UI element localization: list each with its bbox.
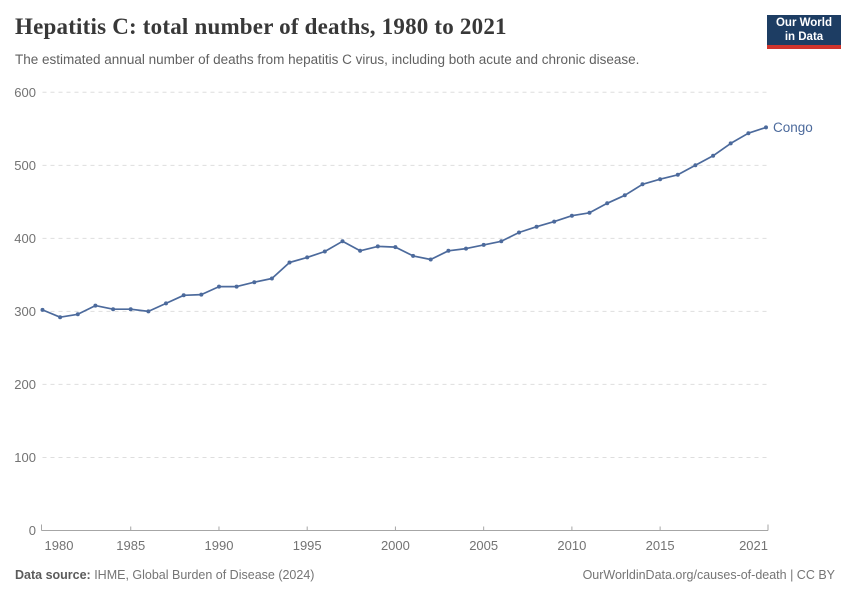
page-title: Hepatitis C: total number of deaths, 198… xyxy=(15,14,507,39)
data-point[interactable] xyxy=(252,280,257,285)
congo-line-series[interactable] xyxy=(41,126,767,319)
x-tick-label: 2000 xyxy=(381,538,410,553)
data-point[interactable] xyxy=(411,253,416,258)
x-tick-label: 1980 xyxy=(45,538,74,553)
data-point[interactable] xyxy=(746,131,751,136)
data-source-label: Data source: xyxy=(15,568,91,582)
x-tick-label: 2021 xyxy=(739,538,768,553)
data-point[interactable] xyxy=(40,307,45,312)
data-point[interactable] xyxy=(375,244,380,249)
y-tick-label: 0 xyxy=(29,523,36,538)
y-tick-label: 300 xyxy=(14,304,36,319)
data-point[interactable] xyxy=(58,315,63,320)
x-tick-label: 2010 xyxy=(557,538,586,553)
data-point[interactable] xyxy=(340,239,345,244)
data-point[interactable] xyxy=(622,193,627,198)
y-tick-label: 100 xyxy=(14,450,36,465)
citation-license[interactable]: OurWorldinData.org/causes-of-death | CC … xyxy=(582,568,835,582)
data-point[interactable] xyxy=(111,307,116,312)
data-point[interactable] xyxy=(428,257,433,262)
data-point[interactable] xyxy=(693,163,698,168)
data-point[interactable] xyxy=(534,224,539,229)
data-point[interactable] xyxy=(393,245,398,250)
data-point[interactable] xyxy=(552,219,557,224)
owid-logo[interactable]: Our World in Data xyxy=(767,15,841,49)
data-point[interactable] xyxy=(764,125,768,130)
data-point[interactable] xyxy=(217,284,221,289)
data-point[interactable] xyxy=(658,177,663,182)
data-point[interactable] xyxy=(587,210,592,215)
data-point[interactable] xyxy=(569,213,574,218)
x-tick-label: 1990 xyxy=(205,538,234,553)
y-tick-label: 500 xyxy=(14,158,36,173)
data-source-value: IHME, Global Burden of Disease (2024) xyxy=(90,568,315,582)
data-point[interactable] xyxy=(711,153,716,158)
owid-logo-line2: in Data xyxy=(784,31,824,43)
data-point[interactable] xyxy=(75,312,80,317)
x-tick-label: 1995 xyxy=(293,538,322,553)
data-point[interactable] xyxy=(322,249,327,254)
chart-subtitle: The estimated annual number of deaths fr… xyxy=(15,52,640,67)
data-point[interactable] xyxy=(199,292,204,297)
data-point[interactable] xyxy=(305,255,310,260)
y-tick-label: 600 xyxy=(14,85,36,100)
data-point[interactable] xyxy=(517,230,521,235)
x-tick-label: 1985 xyxy=(116,538,145,553)
data-point[interactable] xyxy=(446,248,451,253)
data-point[interactable] xyxy=(234,284,239,289)
data-point[interactable] xyxy=(128,307,133,312)
data-point[interactable] xyxy=(164,301,168,306)
data-point[interactable] xyxy=(93,303,98,308)
data-point[interactable] xyxy=(640,182,645,187)
congo-series-markers[interactable] xyxy=(40,125,769,320)
y-tick-label: 200 xyxy=(14,377,36,392)
data-point[interactable] xyxy=(605,201,610,206)
data-point[interactable] xyxy=(499,239,504,244)
data-point[interactable] xyxy=(358,248,363,253)
x-tick-label: 2005 xyxy=(469,538,498,553)
data-point[interactable] xyxy=(481,242,486,247)
data-point[interactable] xyxy=(675,172,680,177)
data-point[interactable] xyxy=(728,141,733,146)
data-point[interactable] xyxy=(269,276,274,281)
x-tick-label: 2015 xyxy=(646,538,675,553)
data-source: Data source: IHME, Global Burden of Dise… xyxy=(15,568,314,582)
data-point[interactable] xyxy=(181,293,186,298)
owid-logo-line1: Our World xyxy=(775,16,832,29)
y-tick-label: 400 xyxy=(14,231,36,246)
series-label-congo[interactable]: Congo xyxy=(773,120,813,135)
data-point[interactable] xyxy=(146,309,151,314)
data-point[interactable] xyxy=(464,246,468,251)
data-point[interactable] xyxy=(287,260,292,265)
